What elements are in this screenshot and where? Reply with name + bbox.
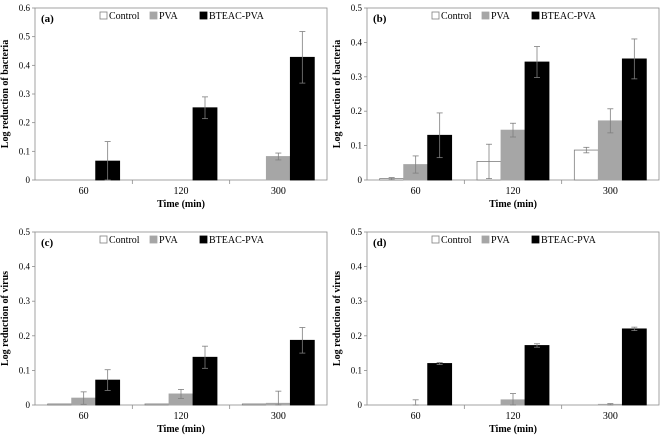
panel-b-category-label: 300: [603, 186, 618, 197]
panel-d-bar-bteac-pva: [427, 363, 453, 406]
panel-a-y-axis-title: Log reduction of bacteria: [0, 40, 11, 148]
panel-b-legend-label: PVA: [491, 11, 510, 22]
panel-d-category-label: 60: [411, 411, 421, 422]
panel-b-ytick-label: 0.1: [351, 141, 362, 151]
panel-a-frame: [34, 7, 328, 181]
panel-a-x-axis-title: Time (min): [157, 199, 205, 210]
panel-d-legend-swatch-control: [431, 235, 440, 244]
panel-b-ytick-label: 0.4: [351, 37, 363, 47]
panel-a-ytick-label: 0.5: [19, 32, 31, 42]
panel-d-bar-bteac-pva: [524, 345, 550, 406]
panel-b-bar-control: [573, 149, 599, 181]
panel-b-bar-pva: [500, 129, 526, 181]
panel-d-ytick-label: 0.5: [351, 227, 363, 237]
panel-a-ytick-label: 0.4: [19, 60, 31, 70]
panel-a-category-label: 60: [79, 186, 89, 197]
panel-b-bar-bteac-pva: [524, 61, 550, 181]
panel-a-legend-label: Control: [109, 11, 140, 22]
panel-b-category-label: 120: [506, 186, 521, 197]
panel-a-bar-bteac-pva: [192, 107, 218, 181]
panel-a-category-label: 300: [271, 186, 286, 197]
panel-b-legend-swatch-control: [431, 11, 440, 20]
panel-b-ytick-label: 0: [358, 175, 363, 185]
panel-b-legend-swatch-pva: [481, 11, 490, 20]
panel-c-category-label: 300: [271, 411, 286, 422]
panel-c-label: (c): [41, 237, 54, 249]
panel-c-ytick-label: 0.3: [19, 296, 31, 306]
panel-b-ytick-label: 0.5: [351, 3, 363, 13]
panel-b-label: (b): [373, 13, 387, 25]
panel-d-label: (d): [373, 237, 387, 249]
panel-a-ytick-label: 0: [26, 175, 31, 185]
panel-c-category-label: 60: [79, 411, 89, 422]
panel-c-legend-swatch-bteac-pva: [199, 235, 208, 244]
panel-d-ytick-label: 0.3: [351, 296, 363, 306]
panel-a-ytick-label: 0.3: [19, 89, 31, 99]
panel-d-x-axis-title: Time (min): [489, 424, 537, 435]
panel-d-legend-swatch-bteac-pva: [531, 235, 540, 244]
panel-d-legend-swatch-pva: [481, 235, 490, 244]
panel-d-frame: [366, 231, 660, 406]
panel-b-ytick-label: 0.2: [351, 106, 362, 116]
panel-c-legend-swatch-control: [99, 235, 108, 244]
panel-a-ytick-label: 0.1: [19, 146, 30, 156]
panel-c-category-label: 120: [174, 411, 189, 422]
panel-a-legend-swatch-control: [99, 11, 108, 20]
panel-c-bar-control: [241, 403, 267, 406]
panel-c-frame: [34, 231, 328, 406]
panel-a-category-label: 120: [174, 186, 189, 197]
panel-c-y-axis-title: Log reduction of virus: [0, 271, 11, 366]
panel-c-legend-label: Control: [109, 235, 140, 246]
panel-d-category-label: 120: [506, 411, 521, 422]
panel-a-label: (a): [41, 13, 54, 25]
panel-d-ytick-label: 0.4: [351, 262, 363, 272]
panel-a-legend-label: PVA: [159, 11, 178, 22]
panel-d-bar-bteac-pva: [621, 328, 647, 406]
panel-c-ytick-label: 0.4: [19, 262, 31, 272]
panel-d-legend-label: BTEAC-PVA: [541, 235, 597, 246]
panel-d-ytick-label: 0.2: [351, 331, 362, 341]
panel-d-y-axis-title: Log reduction of virus: [332, 271, 343, 366]
panel-c-legend-label: PVA: [159, 235, 178, 246]
panel-b-x-axis-title: Time (min): [489, 199, 537, 210]
panel-c-legend-label: BTEAC-PVA: [209, 235, 265, 246]
panel-c-x-axis-title: Time (min): [157, 424, 205, 435]
panel-b-legend-label: BTEAC-PVA: [541, 11, 597, 22]
panel-d-ytick-label: 0: [358, 400, 363, 410]
panel-c-legend-swatch-pva: [149, 235, 158, 244]
panel-c-ytick-label: 0: [26, 400, 31, 410]
panel-b-y-axis-title: Log reduction of bacteria: [332, 40, 343, 148]
panel-d-ytick-label: 0.1: [351, 365, 362, 375]
panel-b-category-label: 60: [411, 186, 421, 197]
panel-c-ytick-label: 0.1: [19, 365, 30, 375]
panel-a-legend-label: BTEAC-PVA: [209, 11, 265, 22]
panel-a-ytick-label: 0.6: [19, 3, 31, 13]
panel-b-legend-swatch-bteac-pva: [531, 11, 540, 20]
panel-d-category-label: 300: [603, 411, 618, 422]
panel-b-legend-label: Control: [441, 11, 472, 22]
panel-a-legend-swatch-pva: [149, 11, 158, 20]
panel-a-ytick-label: 0.2: [19, 118, 30, 128]
panel-c-bar-control: [144, 403, 170, 406]
panel-d-legend-label: Control: [441, 235, 472, 246]
panel-b-ytick-label: 0.3: [351, 72, 363, 82]
panel-c-bar-control: [47, 403, 73, 406]
panel-d-legend-label: PVA: [491, 235, 510, 246]
panel-c-ytick-label: 0.5: [19, 227, 31, 237]
panel-c-ytick-label: 0.2: [19, 331, 30, 341]
panel-a-legend-swatch-bteac-pva: [199, 11, 208, 20]
